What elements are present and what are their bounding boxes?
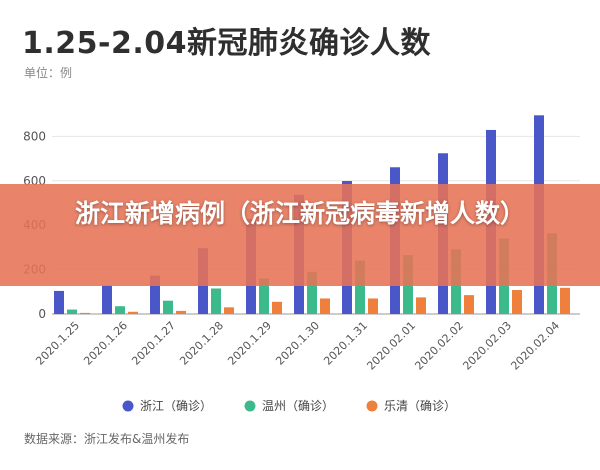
x-tick-label: 2020.1.29 — [225, 319, 274, 368]
caption-banner — [0, 184, 600, 286]
bar — [80, 312, 90, 314]
y-tick-label: 0 — [38, 307, 46, 321]
bar — [102, 285, 112, 314]
bar — [307, 271, 317, 314]
x-tick-label: 2020.1.31 — [321, 319, 370, 368]
bar — [150, 275, 160, 314]
x-tick-label: 2020.02.03 — [460, 319, 514, 373]
bar — [211, 288, 221, 314]
legend-label: 浙江（确诊） — [140, 399, 212, 413]
bar — [320, 298, 330, 314]
bar — [355, 260, 365, 314]
y-tick-label: 800 — [23, 129, 46, 143]
legend-marker — [122, 400, 134, 412]
legend-marker — [366, 400, 378, 412]
bar — [464, 295, 474, 314]
bar — [560, 287, 570, 314]
bar — [512, 290, 522, 314]
bar — [272, 301, 282, 314]
bar — [176, 310, 186, 314]
chart-title: 1.25-2.04新冠肺炎确诊人数 — [22, 26, 431, 61]
bar — [368, 298, 378, 314]
x-tick-label: 2020.02.01 — [364, 319, 418, 373]
unit-label: 单位：例 — [24, 66, 73, 80]
x-tick-label: 2020.02.04 — [508, 319, 562, 373]
bar — [67, 309, 77, 314]
x-tick-label: 2020.1.26 — [81, 319, 130, 368]
bar — [259, 278, 269, 314]
bar — [128, 311, 138, 314]
x-tick-label: 2020.1.28 — [177, 319, 226, 368]
legend-marker — [244, 400, 256, 412]
x-tick-label: 2020.1.27 — [129, 319, 178, 368]
bar — [224, 307, 234, 314]
legend-label: 温州（确诊） — [262, 399, 334, 413]
x-tick-label: 2020.1.25 — [33, 319, 82, 368]
bar — [163, 300, 173, 314]
data-source: 数据来源：浙江发布&温州发布 — [24, 432, 190, 446]
bar — [416, 297, 426, 314]
caption-text: 浙江新增病例（浙江新冠病毒新增人数） — [74, 199, 525, 228]
x-tick-label: 2020.1.30 — [273, 319, 322, 368]
bar — [54, 290, 64, 314]
legend-label: 乐清（确诊） — [384, 399, 456, 413]
bar — [115, 306, 125, 314]
x-tick-label: 2020.02.02 — [412, 319, 466, 373]
